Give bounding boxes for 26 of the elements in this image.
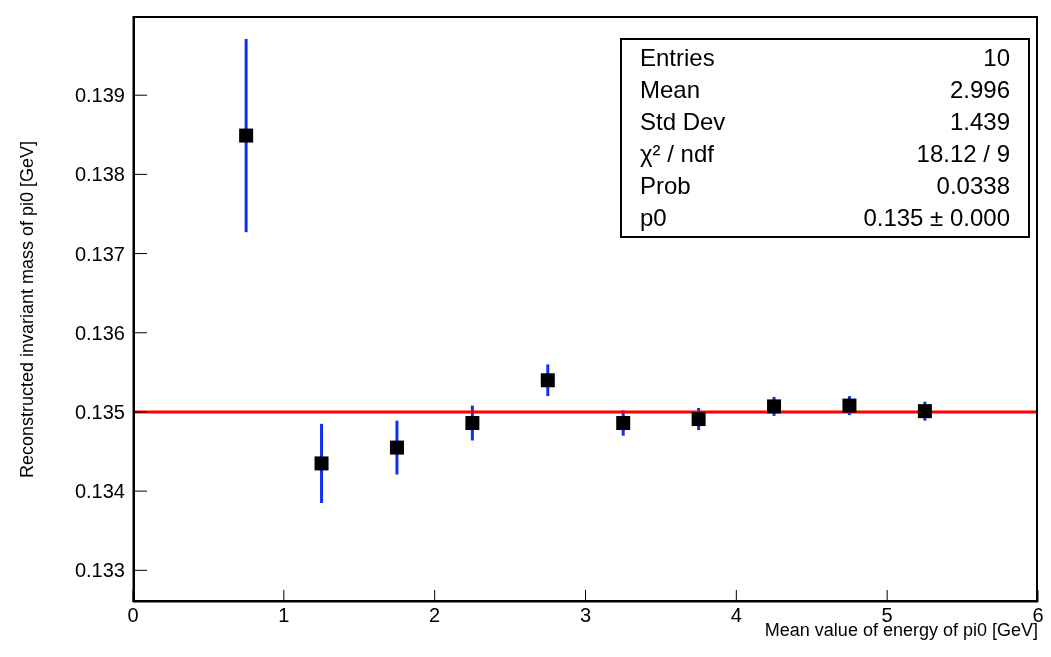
annotation: 2.996 [949,75,1010,105]
y-tick-label: 0.137 [74,242,125,265]
x-tick-label: 0 [127,604,139,627]
y-tick-label: 0.135 [74,401,125,424]
annotation: Mean [640,75,701,105]
y-tick-label: 0.133 [74,559,125,582]
y-axis-title: Reconstructed invariant mass of pi0 [GeV] [17,140,39,478]
annotation: Prob [640,171,691,201]
annotation: χ² / ndf [640,139,714,169]
annotation: Entries [640,43,715,73]
annotation: 18.12 / 9 [916,139,1010,169]
annotation: Std Dev [640,107,726,137]
x-tick-label: 1 [278,604,290,627]
x-tick-label: 2 [429,604,441,627]
annotation: 1.439 [949,107,1010,137]
annotation: 10 [983,43,1010,73]
annotation: 0.135 ± 0.000 [863,203,1010,233]
y-tick-label: 0.139 [74,84,125,107]
x-tick-label: 5 [881,604,893,627]
annotation: p0 [640,203,667,233]
x-tick-label: 3 [579,604,592,627]
y-tick-label: 0.138 [74,163,125,186]
annotation: 0.0338 [936,171,1010,201]
y-tick-label: 0.134 [74,480,125,503]
x-tick-label: 4 [730,604,742,627]
y-tick-label: 0.136 [74,321,125,344]
